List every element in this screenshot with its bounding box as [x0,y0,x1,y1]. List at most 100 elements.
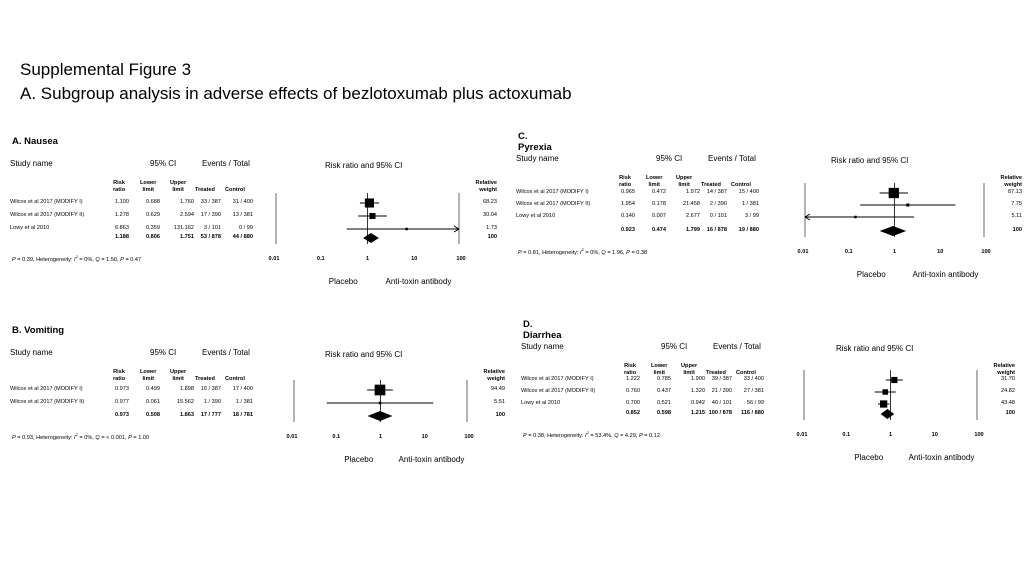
summary-diamond [363,233,379,243]
col-relative-weight: Relative weight [483,369,505,382]
study-name: Wilcox et al 2017 (MODIFY II) [10,399,85,405]
col-risk-ratio: Risk ratio [619,175,632,188]
risk-ratio-value: 0.700 [626,400,640,406]
treated-value: 3 / 101 [203,225,221,231]
control-value: 1 / 381 [235,399,253,405]
axis-tick-label: 1 [892,249,897,255]
weight-value: 30.04 [483,212,497,218]
treated-value: 33 / 387 [200,199,221,205]
treated-value: 17 / 390 [200,212,221,218]
risk-ratio-value: 0.760 [626,388,640,394]
col-risk-ratio: Risk ratio [113,369,126,382]
control-value: 27 / 381 [743,388,764,394]
study-point [880,400,888,408]
axis-tick-label: 100 [981,249,991,255]
plot-header: Risk ratio and 95% CI [325,161,403,170]
axis-tick-label: 1 [888,432,893,438]
upper-limit-value: 1.898 [180,386,194,392]
risk-ratio-value: 6.863 [115,225,129,231]
weight-value: 31.70 [1001,376,1015,382]
axis-tick-label: 0.1 [842,432,851,438]
axis-tick-label: 0.1 [332,434,341,440]
study-name-header: Study name [10,159,53,168]
upper-limit-value: 1.320 [691,388,705,394]
risk-ratio-value: 1.188 [115,234,129,240]
heterogeneity-note: P = 0.38, Heterogeneity: I2 = 53.4%, Q =… [523,430,660,439]
col-lower-limit: Lower limit [651,363,668,376]
heterogeneity-note: P = 0.93, Heterogeneity: I2 = 0%, Q = < … [12,432,150,441]
study-name: Wilcox et al 2017 (MODIFY I) [521,376,594,382]
control-value: 0 / 99 [239,225,253,231]
study-point [906,203,910,207]
summary-diamond [367,411,393,421]
control-value: 13 / 381 [232,212,253,218]
placebo-label: Placebo [344,455,374,464]
study-point [888,187,899,199]
lower-limit-value: 0.598 [657,410,671,416]
ci-header: 95% CI [661,342,688,351]
ci-arrow-left [804,213,811,221]
lower-limit-value: 0.521 [657,400,671,406]
lower-limit-value: 0.499 [146,386,160,392]
treated-value: 39 / 387 [711,376,732,382]
risk-ratio-value: 1.278 [115,212,129,218]
axis-tick-label: 100 [974,432,984,438]
figure-subtitle: A. Subgroup analysis in adverse effects … [20,84,572,103]
upper-limit-value: 2.677 [686,213,700,219]
col-upper-limit: Upper limit [681,363,698,376]
plot-header: Risk ratio and 95% CI [831,156,909,165]
study-name: Lowy et al 2010 [516,213,556,219]
study-point [891,376,898,384]
axis-tick-label: 0.01 [796,432,808,438]
axis-tick-label: 0.01 [268,256,280,262]
risk-ratio-value: 0.977 [115,399,129,405]
anti-toxin-label: Anti-toxin antibody [912,270,979,279]
heterogeneity-note: P = 0.81, Heterogeneity: I2 = 0%, Q = 1.… [518,247,648,256]
lower-limit-value: 0.178 [652,201,666,207]
control-value: 33 / 400 [743,376,764,382]
treated-value: 16 / 387 [200,386,221,392]
control-value: 44 / 880 [232,234,253,240]
study-point [882,389,888,395]
placebo-label: Placebo [856,270,886,279]
study-point [854,215,857,219]
control-value: 116 / 880 [740,410,764,416]
risk-ratio-value: 0.923 [621,227,635,233]
treated-value: 1 / 390 [203,399,221,405]
lower-limit-value: 0.061 [146,399,160,405]
axis-tick-label: 1 [378,434,383,440]
weight-value: 100 [487,234,497,240]
axis-tick-label: 1 [365,256,370,262]
anti-toxin-label: Anti-toxin antibody [908,453,975,462]
study-name-header: Study name [10,348,53,357]
events-header: Events / Total [202,348,250,357]
lower-limit-value: 0.437 [657,388,671,394]
upper-limit-value: 131.162 [173,225,194,231]
events-header: Events / Total [202,159,250,168]
anti-toxin-label: Anti-toxin antibody [398,455,465,464]
axis-tick-label: 0.1 [844,249,853,255]
panel-title: D. Diarrhea [523,319,562,341]
upper-limit-value: 0.942 [691,400,705,406]
treated-value: 21 / 390 [711,388,732,394]
weight-value: 100 [1012,227,1022,233]
risk-ratio-value: 0.965 [621,189,635,195]
upper-limit-value: 1.760 [180,199,194,205]
ci-header: 95% CI [656,154,683,163]
upper-limit-value: 1.863 [180,412,194,418]
axis-tick-label: 10 [931,432,938,438]
weight-value: 68.23 [483,199,497,205]
col-risk-ratio: Risk ratio [113,180,126,193]
treated-value: 14 / 387 [706,189,727,195]
lower-limit-value: 0.629 [146,212,160,218]
lower-limit-value: 0.785 [657,376,671,382]
axis-tick-label: 0.1 [316,256,325,262]
control-value: 15 / 400 [738,189,759,195]
study-name-header: Study name [516,154,559,163]
axis-tick-label: 10 [421,434,428,440]
ci-arrow-right [453,225,460,233]
lower-limit-value: 0.806 [146,234,160,240]
